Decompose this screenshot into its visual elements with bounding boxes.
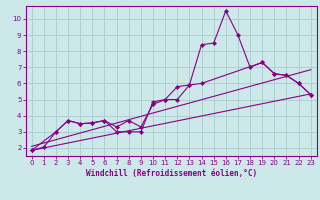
X-axis label: Windchill (Refroidissement éolien,°C): Windchill (Refroidissement éolien,°C): [86, 169, 257, 178]
